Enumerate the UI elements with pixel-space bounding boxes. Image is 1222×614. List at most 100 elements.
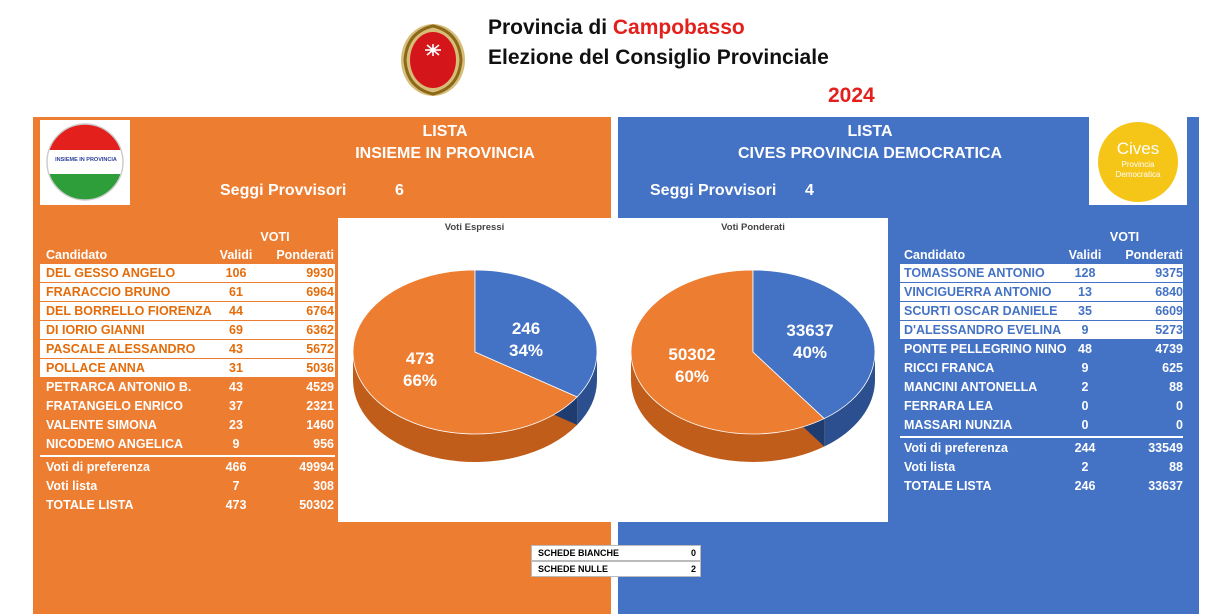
total-ponderati: 49994	[299, 460, 334, 474]
list-name: INSIEME IN PROVINCIA	[355, 145, 535, 162]
candidate-name: FRATANGELO ENRICO	[46, 399, 184, 413]
candidate-validi: 44	[229, 304, 243, 318]
candidate-name: FRARACCIO BRUNO	[46, 285, 171, 299]
header-province-name: Campobasso	[612, 16, 745, 39]
list-title-insieme: LISTA INSIEME IN PROVINCIA	[330, 121, 560, 165]
totals-row: Voti di preferenza 244 33549	[900, 439, 1183, 457]
candidate-validi: 9	[1081, 323, 1089, 337]
candidate-ponderati: 6840	[1155, 285, 1183, 299]
header-election-title: Elezione del Consiglio Provinciale	[488, 46, 829, 69]
candidate-validi: 31	[229, 361, 243, 375]
total-ponderati: 308	[313, 479, 334, 493]
candidate-row: PONTE PELLEGRINO NINO 48 4739	[900, 340, 1183, 358]
pie-slice-orange	[630, 269, 825, 435]
chart-title: Voti Ponderati	[721, 222, 785, 233]
seggi-value-right: 4	[805, 182, 814, 199]
logo-cives-sub2: Democratica	[1115, 170, 1161, 179]
pie-value-label: 246	[512, 319, 540, 338]
schede-bianche-label: SCHEDE BIANCHE	[538, 548, 620, 558]
candidate-ponderati: 5672	[306, 342, 334, 356]
candidate-row: NICODEMO ANGELICA 9 956	[40, 435, 335, 453]
pie-slice-blue	[752, 269, 876, 420]
col-validi: Validi	[219, 248, 253, 262]
total-name: Voti lista	[904, 460, 956, 474]
candidate-row: MANCINI ANTONELLA 2 88	[900, 378, 1183, 396]
candidate-validi: 0	[1081, 418, 1089, 432]
col-ponderati: Ponderati	[276, 248, 334, 262]
list-label: LISTA	[847, 123, 893, 140]
total-name: TOTALE LISTA	[46, 498, 134, 512]
candidate-name: PASCALE ALESSANDRO	[46, 342, 196, 356]
schede-bianche-value: 0	[690, 548, 696, 558]
logo-cives-sub1: Provincia	[1121, 160, 1155, 169]
pie-percent-label: 34%	[509, 341, 543, 360]
header-province: Provincia di Campobasso	[488, 16, 745, 39]
pie-value-label: 50302	[668, 345, 715, 364]
column-header-row: Candidato Validi Ponderati	[900, 246, 1183, 264]
total-validi: 246	[1074, 479, 1096, 493]
voti-header: VOTI	[1109, 230, 1140, 244]
candidate-validi: 9	[1081, 361, 1089, 375]
candidate-ponderati: 5036	[306, 361, 334, 375]
total-validi: 244	[1074, 441, 1096, 455]
seggi-label-left: Seggi Provvisori	[220, 182, 347, 199]
candidate-name: TOMASSONE ANTONIO	[904, 266, 1045, 280]
pie-percent-label: 66%	[403, 371, 437, 390]
candidate-ponderati: 9930	[306, 266, 334, 280]
candidate-row: PETRARCA ANTONIO B. 43 4529	[40, 378, 335, 396]
total-ponderati: 33549	[1148, 441, 1183, 455]
list-name: CIVES PROVINCIA DEMOCRATICA	[737, 145, 1002, 162]
total-name: Voti di preferenza	[46, 460, 150, 474]
candidate-name: VINCIGUERRA ANTONIO	[904, 285, 1052, 299]
col-candidato: Candidato	[46, 248, 108, 262]
voti-header: VOTI	[260, 230, 290, 244]
candidate-name: DEL GESSO ANGELO	[46, 266, 176, 280]
totals-row: Voti lista 7 308	[40, 477, 335, 495]
voti-header-row: VOTI	[40, 228, 335, 246]
col-ponderati: Ponderati	[1125, 248, 1183, 262]
candidate-validi: 128	[1074, 266, 1096, 280]
candidate-validi: 23	[229, 418, 243, 432]
candidate-ponderati: 6362	[306, 323, 334, 337]
pie-value-label: 473	[406, 349, 434, 368]
totals-row: TOTALE LISTA 246 33637	[900, 477, 1183, 495]
candidate-row: VINCIGUERRA ANTONIO 13 6840	[900, 283, 1183, 301]
candidate-ponderati: 4739	[1155, 342, 1183, 356]
total-ponderati: 33637	[1148, 479, 1183, 493]
totals-row: TOTALE LISTA 473 50302	[40, 496, 335, 514]
candidate-validi: 37	[229, 399, 243, 413]
chart-title: Voti Espressi	[444, 222, 505, 233]
candidate-validi: 61	[229, 285, 243, 299]
candidate-ponderati: 6764	[306, 304, 334, 318]
candidate-row: VALENTE SIMONA 23 1460	[40, 416, 335, 434]
candidate-validi: 13	[1078, 285, 1092, 299]
candidate-row: DEL BORRELLO FIORENZA 44 6764	[40, 302, 335, 320]
candidate-row: MASSARI NUNZIA 0 0	[900, 416, 1183, 434]
candidate-row: PASCALE ALESSANDRO 43 5672	[40, 340, 335, 358]
pie-value-label: 33637	[786, 321, 833, 340]
candidate-name: DI IORIO GIANNI	[46, 323, 145, 337]
total-validi: 466	[225, 460, 247, 474]
candidate-ponderati: 9375	[1155, 266, 1183, 280]
candidate-ponderati: 956	[313, 437, 334, 451]
candidate-row: FERRARA LEA 0 0	[900, 397, 1183, 415]
candidate-validi: 35	[1078, 304, 1092, 318]
candidate-ponderati: 88	[1169, 380, 1183, 394]
candidate-ponderati: 625	[1162, 361, 1183, 375]
candidate-row: RICCI FRANCA 9 625	[900, 359, 1183, 377]
pie-chart-ponderati: 50302 60% 33637 40%	[630, 269, 876, 462]
pie-percent-label: 60%	[675, 367, 709, 386]
pie-slice-orange	[352, 269, 578, 435]
candidate-validi: 0	[1081, 399, 1089, 413]
candidate-validi: 43	[229, 380, 243, 394]
candidate-name: D'ALESSANDRO EVELINA	[904, 323, 1062, 337]
pie-slice-side	[577, 352, 597, 425]
totals-row: Voti lista 2 88	[900, 458, 1183, 476]
column-header-row: Candidato Validi Ponderati	[40, 246, 335, 264]
candidate-name: RICCI FRANCA	[904, 361, 995, 375]
candidate-row: FRATANGELO ENRICO 37 2321	[40, 397, 335, 415]
chart-voti-ponderati: Voti Ponderati 50302 60% 33637 40%	[618, 218, 888, 522]
candidate-name: VALENTE SIMONA	[46, 418, 157, 432]
candidate-validi: 9	[232, 437, 240, 451]
candidate-ponderati: 0	[1176, 399, 1183, 413]
